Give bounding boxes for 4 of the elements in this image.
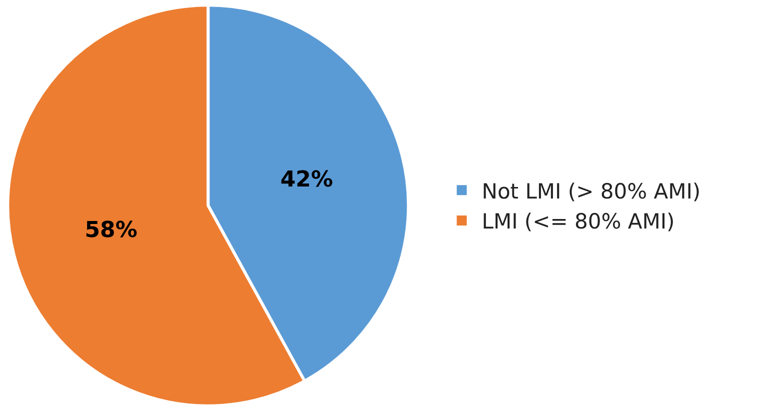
legend-label: Not LMI (> 80% AMI) [482, 179, 701, 204]
data-label: 42% [280, 168, 333, 193]
data-label: 58% [84, 218, 138, 243]
legend-label: LMI (<= 80% AMI) [482, 210, 675, 234]
